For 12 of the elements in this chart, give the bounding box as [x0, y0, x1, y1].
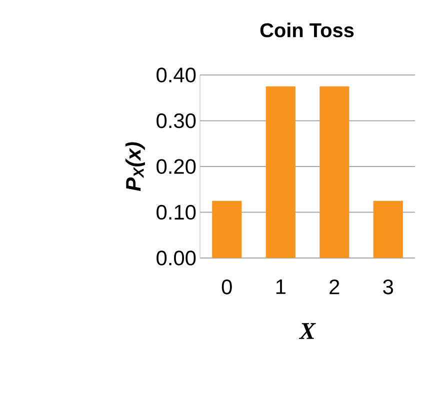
y-tick-label: 0.20: [156, 159, 196, 174]
y-tick-label: 0.40: [156, 68, 196, 82]
y-tick-label: 0.30: [156, 113, 196, 128]
x-axis-title: X: [298, 323, 316, 339]
chart-title: Coin Toss: [260, 22, 354, 38]
y-tick-label: 0.00: [156, 250, 196, 266]
x-tick-label: 1: [276, 280, 286, 294]
y-axis-title: P$_{X}$(x): [125, 142, 145, 192]
x-tick-label: 3: [383, 280, 394, 294]
x-tick-label: 0: [222, 280, 232, 294]
y-tick-label: 0.10: [156, 204, 196, 220]
x-tick-label: 2: [330, 280, 340, 294]
